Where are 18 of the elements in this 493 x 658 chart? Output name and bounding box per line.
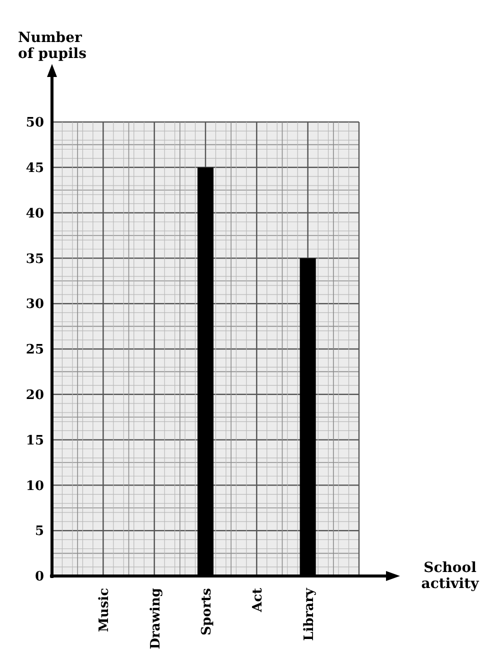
x-tick-label: Sports [200, 588, 214, 636]
y-tick-label: 45 [26, 160, 44, 176]
x-tick-label: Drawing [148, 588, 164, 650]
y-axis-title: Number of pupils [18, 30, 87, 62]
y-tick-label: 0 [34, 570, 44, 585]
y-tick-label: 20 [26, 388, 44, 403]
x-tick-label: Library [302, 588, 317, 641]
x-tick-label: Music [97, 588, 112, 632]
y-tick-label: 50 [26, 116, 44, 131]
y-tick-label: 30 [26, 297, 44, 312]
x-tick-label: Act [250, 588, 266, 614]
y-tick-label: 15 [26, 433, 44, 448]
x-axis-title: School activity [421, 560, 480, 592]
y-tick-label: 25 [26, 342, 44, 358]
y-tick-label: 5 [34, 524, 44, 540]
y-tick-label: 35 [26, 252, 44, 267]
y-tick-label: 10 [26, 478, 44, 494]
y-tick-label: 40 [26, 206, 44, 222]
